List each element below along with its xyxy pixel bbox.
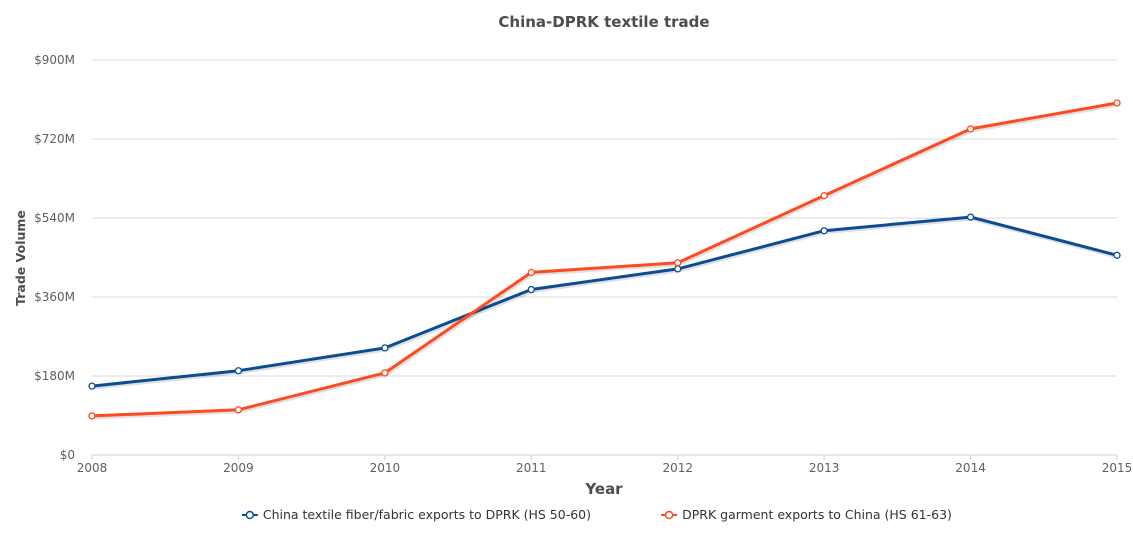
data-point[interactable] [674,259,682,267]
data-point[interactable] [820,191,828,200]
y-tick-label: $180M [34,369,75,383]
data-point[interactable] [674,265,682,273]
data-point[interactable] [1113,99,1121,107]
y-tick-label: $360M [34,290,75,304]
x-tick-label: 2008 [77,461,108,475]
data-point[interactable] [381,344,389,352]
legend-item-1[interactable]: China textile fiber/fabric exports to DP… [241,507,591,522]
legend-marker-symbol [245,510,255,520]
series-line[interactable] [90,215,1119,388]
data-point[interactable] [88,382,96,390]
chart-title: China-DPRK textile trade [498,13,709,31]
data-point[interactable] [381,369,389,377]
y-axis-title: Trade Volume [13,210,28,306]
data-point[interactable] [1113,251,1121,259]
legend-label: DPRK garment exports to China (HS 61-63) [682,507,952,522]
x-tick-label: 2011 [516,461,547,475]
data-point[interactable] [234,406,243,414]
x-tick-label: 2012 [662,461,693,475]
x-axis-title: Year [584,480,623,498]
series-line[interactable] [90,101,1119,418]
series-line-shadow [90,215,1121,390]
legend-label: China textile fiber/fabric exports to DP… [263,507,591,522]
x-axis-ticks: 2008 2009 2010 2011 2012 2013 2014 2015 [77,461,1133,475]
x-tick-label: 2009 [223,461,254,475]
series-lines [88,99,1121,420]
y-tick-label: $540M [34,211,75,225]
y-tick-label: $0 [60,448,75,462]
data-point[interactable] [966,125,975,133]
legend[interactable]: China textile fiber/fabric exports to DP… [241,507,952,522]
legend-item-2[interactable]: DPRK garment exports to China (HS 61-63) [661,507,952,522]
x-tick-label: 2015 [1102,461,1133,475]
y-tick-label: $900M [34,53,75,67]
y-axis-ticks: $0 $180M $360M $540M $720M $900M [34,53,75,462]
series-1[interactable] [88,213,1121,390]
x-tick-label: 2010 [370,461,401,475]
legend-marker-symbol [664,510,674,520]
data-point[interactable] [234,367,243,375]
x-tick-label: 2014 [955,461,986,475]
series-2[interactable] [88,99,1121,420]
data-point[interactable] [966,213,975,221]
data-point[interactable] [88,412,96,420]
x-axis [91,454,1118,460]
x-tick-label: 2013 [809,461,840,475]
data-point[interactable] [820,227,828,235]
y-tick-label: $720M [34,132,75,146]
data-point[interactable] [527,285,535,294]
data-point[interactable] [527,268,535,277]
